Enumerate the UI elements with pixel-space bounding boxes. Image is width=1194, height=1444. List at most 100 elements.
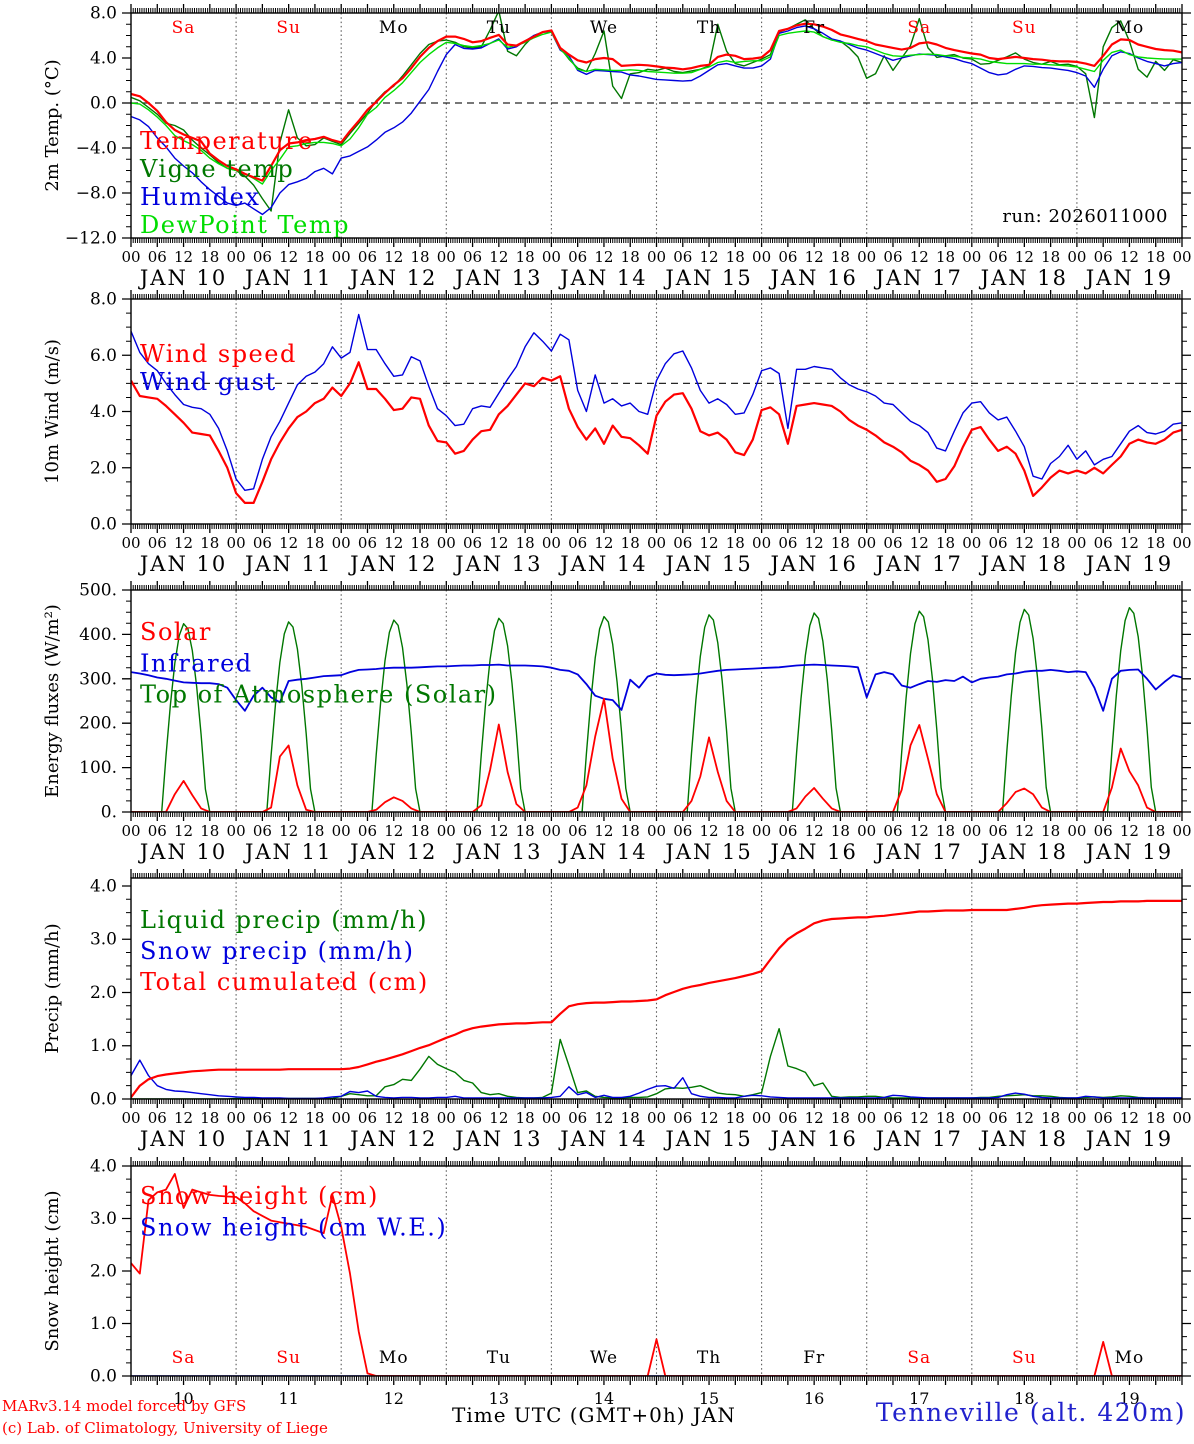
series-total-cumulated-line — [131, 899, 1182, 1099]
legend-snow-height-cm-w-e-: Snow height (cm W.E.) — [140, 1214, 447, 1242]
hour-label: 00 — [962, 1109, 981, 1127]
y-tick-label: 200. — [79, 714, 117, 734]
hour-label: 18 — [1146, 534, 1165, 552]
hour-label: 18 — [410, 822, 429, 840]
hour-label: 06 — [673, 1109, 692, 1127]
hour-label: 18 — [200, 822, 219, 840]
day-label: JAN 19 — [1084, 840, 1173, 864]
hour-label: 18 — [305, 1109, 324, 1127]
hour-label: 06 — [883, 1109, 902, 1127]
hour-label: 06 — [989, 1109, 1008, 1127]
hour-label: 18 — [936, 248, 955, 266]
hour-label: 12 — [1120, 534, 1139, 552]
hour-label: 18 — [1146, 822, 1165, 840]
y-tick-label: 8.0 — [90, 4, 117, 24]
day-label: JAN 10 — [138, 266, 227, 290]
weekday-label: Su — [1012, 1348, 1037, 1368]
day-label: JAN 18 — [979, 266, 1068, 290]
series-group — [131, 13, 1182, 216]
hour-label: 00 — [437, 1109, 456, 1127]
hour-label: 18 — [1041, 822, 1060, 840]
hour-label: 00 — [332, 534, 351, 552]
hour-label: 00 — [227, 248, 246, 266]
day-label: JAN 11 — [243, 1127, 332, 1151]
weekday-label: Fr — [803, 18, 825, 38]
hour-label: 12 — [700, 1109, 719, 1127]
panel-3: 500. 400. 300. 200. 100. 0. Solar Infrared Top o… — [79, 581, 1191, 865]
day-label: JAN 16 — [768, 1127, 857, 1151]
hour-label: 00 — [1172, 534, 1191, 552]
hour-label: 18 — [200, 1109, 219, 1127]
hour-label: 12 — [489, 248, 508, 266]
y-tick-label: 400. — [79, 625, 117, 645]
hour-label: 00 — [121, 822, 140, 840]
day-label: JAN 19 — [1084, 552, 1173, 576]
hour-label: 12 — [700, 248, 719, 266]
day-label: JAN 10 — [138, 840, 227, 864]
hour-label: 06 — [1094, 534, 1113, 552]
y-tick-label: 2.0 — [90, 983, 117, 1003]
hour-label: 18 — [831, 822, 850, 840]
legend-total-cumulated-cm-: Total cumulated (cm) — [140, 968, 429, 996]
hour-label: 00 — [542, 1109, 561, 1127]
day-label: JAN 11 — [243, 552, 332, 576]
hour-label: 12 — [805, 822, 824, 840]
hour-label: 06 — [568, 248, 587, 266]
hour-label: 12 — [174, 248, 193, 266]
day-label: JAN 12 — [348, 266, 437, 290]
y-tick-label: 100. — [79, 758, 117, 778]
weekday-label: Mo — [379, 18, 409, 38]
weekday-label: Sa — [172, 1348, 196, 1368]
y-tick-label: 500. — [79, 581, 117, 601]
hour-label: 18 — [516, 822, 535, 840]
minor-ticks — [126, 294, 1187, 529]
hour-label: 18 — [936, 822, 955, 840]
hour-label: 00 — [752, 248, 771, 266]
hour-label: 18 — [305, 822, 324, 840]
hour-label: 12 — [1120, 822, 1139, 840]
hour-label: 06 — [673, 248, 692, 266]
series-humidex-line — [131, 25, 1182, 216]
series-dewpoint-temp-line — [131, 30, 1182, 185]
hour-label: 18 — [726, 248, 745, 266]
hour-label: 00 — [542, 534, 561, 552]
hour-label: 06 — [568, 534, 587, 552]
day-label: JAN 17 — [874, 266, 963, 290]
hour-label: 18 — [200, 534, 219, 552]
day-label: JAN 14 — [558, 1127, 647, 1151]
hour-label: 00 — [962, 248, 981, 266]
hour-label: 00 — [647, 534, 666, 552]
hour-label: 06 — [883, 248, 902, 266]
major-ticks — [122, 1157, 1191, 1385]
series-snow-height-cm--line — [131, 1173, 1182, 1376]
hour-label: 18 — [200, 248, 219, 266]
series-group — [131, 313, 1182, 504]
y-tick-label: 300. — [79, 669, 117, 689]
hour-label: 12 — [1015, 822, 1034, 840]
hour-label: 12 — [384, 248, 403, 266]
weekday-label: We — [590, 18, 618, 38]
hour-label: 12 — [594, 248, 613, 266]
day-label: JAN 18 — [979, 840, 1068, 864]
hour-label: 06 — [148, 822, 167, 840]
hour-label: 12 — [279, 1109, 298, 1127]
day-label: JAN 11 — [243, 840, 332, 864]
y-tick-label: 0.0 — [90, 1090, 117, 1110]
hour-label: 06 — [463, 1109, 482, 1127]
hour-label: 12 — [594, 822, 613, 840]
panel-frame — [130, 877, 1183, 1100]
y-tick-label: −4.0 — [76, 139, 117, 159]
hour-label: 12 — [700, 534, 719, 552]
hour-label: 18 — [1146, 1109, 1165, 1127]
hour-label: 00 — [437, 248, 456, 266]
major-ticks — [122, 290, 1191, 533]
hour-label: 18 — [1146, 248, 1165, 266]
hour-label: 06 — [358, 248, 377, 266]
hour-label: 06 — [148, 1109, 167, 1127]
y-tick-label: 1.0 — [90, 1314, 117, 1334]
hour-label: 00 — [1067, 248, 1086, 266]
hour-label: 06 — [1094, 248, 1113, 266]
day-label: JAN 17 — [874, 552, 963, 576]
hour-label: 18 — [831, 534, 850, 552]
